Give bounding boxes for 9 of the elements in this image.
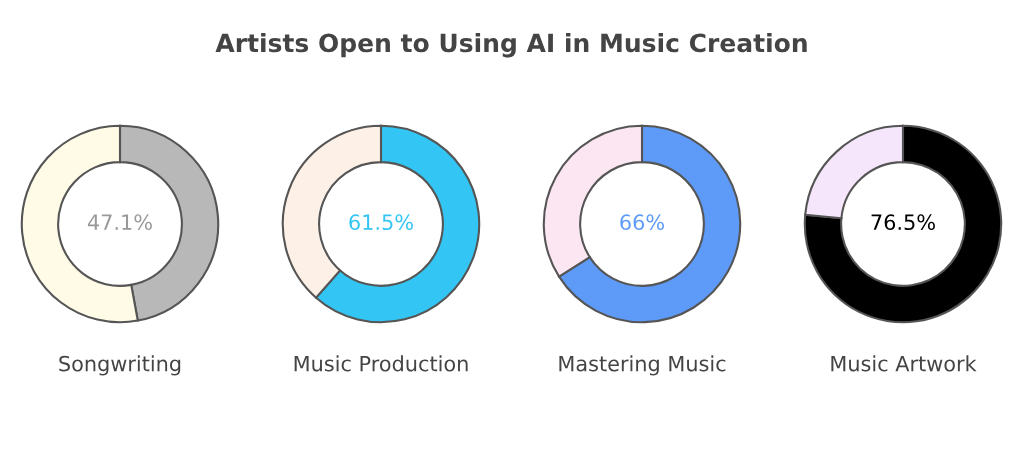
text: Music Artwork — [831, 355, 977, 372]
data-label: 76.5% — [871, 214, 935, 231]
data-label: 47.1% — [87, 214, 152, 231]
text: Music Production — [294, 355, 468, 372]
text: Artists Open to Using AI in Music Creation — [215, 33, 807, 58]
text: Mastering Music — [559, 355, 726, 376]
data-label: 61.5% — [349, 214, 413, 231]
text: Songwriting — [59, 355, 181, 376]
data-label: 66% — [620, 214, 664, 231]
